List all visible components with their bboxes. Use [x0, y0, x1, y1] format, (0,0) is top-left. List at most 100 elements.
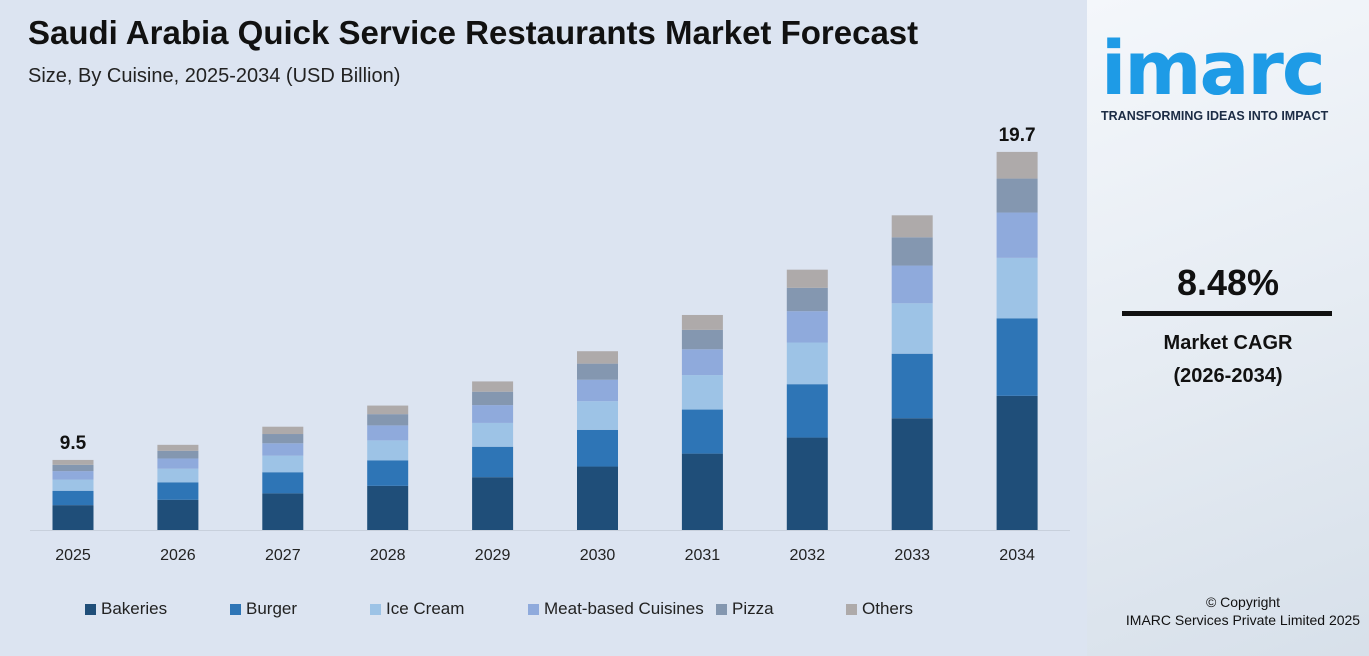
bar-segment-meat-based-cuisines-2028 — [367, 425, 409, 441]
bar-segment-burger-2027 — [262, 472, 304, 494]
bar-segment-ice-cream-2034 — [996, 257, 1038, 319]
legend-label: Meat-based Cuisines — [544, 599, 704, 618]
x-tick-label: 2030 — [580, 547, 616, 564]
bar-segment-others-2027 — [262, 426, 304, 435]
bar-segment-meat-based-cuisines-2033 — [891, 265, 933, 304]
legend-label: Pizza — [732, 599, 774, 618]
bar-segment-pizza-2027 — [262, 434, 304, 444]
bar-segment-ice-cream-2032 — [786, 342, 828, 385]
x-tick-label: 2028 — [370, 547, 406, 564]
bar-segment-burger-2026 — [157, 482, 199, 500]
legend-swatch — [370, 603, 381, 615]
bar-segment-ice-cream-2027 — [262, 455, 304, 473]
legend-item: Meat-based Cuisines — [528, 599, 716, 619]
tagline: TRANSFORMING IDEAS INTO IMPACT — [1101, 109, 1329, 123]
bar-segment-burger-2029 — [472, 446, 514, 478]
bar-segment-pizza-2031 — [681, 329, 723, 350]
legend-item: Others — [846, 599, 913, 619]
x-tick-label: 2034 — [999, 547, 1035, 564]
imarc-logo: imarc — [1101, 26, 1326, 112]
chart-subtitle: Size, By Cuisine, 2025-2034 (USD Billion… — [28, 65, 401, 87]
bar-segment-pizza-2025 — [52, 464, 94, 472]
legend-label: Burger — [246, 599, 298, 618]
chart-area: Saudi Arabia Quick Service Restaurants M… — [28, 14, 1070, 619]
bar-segment-bakeries-2028 — [367, 485, 409, 530]
bar-segment-others-2030 — [577, 351, 618, 364]
legend-label: Ice Cream — [386, 599, 465, 618]
bar-segment-bakeries-2026 — [157, 499, 199, 530]
legend: Bakeries Burger Ice Cream Meat-based Cuisin… — [85, 599, 913, 619]
bar-segment-burger-2031 — [681, 409, 723, 454]
data-label: 19.7 — [999, 125, 1036, 146]
bar-segment-ice-cream-2025 — [52, 479, 94, 491]
bar-segment-ice-cream-2029 — [472, 422, 514, 447]
chart-title: Saudi Arabia Quick Service Restaurants M… — [28, 14, 919, 51]
bar-segment-burger-2034 — [996, 318, 1038, 396]
legend-swatch — [716, 603, 727, 615]
bar-segment-others-2025 — [52, 459, 94, 465]
bar-segment-pizza-2030 — [577, 363, 618, 380]
x-tick-label: 2027 — [265, 547, 301, 564]
bar-segment-pizza-2026 — [157, 450, 199, 459]
x-tick-label: 2033 — [894, 547, 930, 564]
bar-segment-bakeries-2029 — [472, 477, 514, 530]
legend-swatch — [528, 603, 539, 615]
bar-segment-ice-cream-2026 — [157, 468, 199, 483]
bar-segment-meat-based-cuisines-2027 — [262, 443, 304, 456]
legend-swatch — [85, 603, 96, 615]
bar-segment-meat-based-cuisines-2030 — [577, 379, 618, 402]
copyright: © Copyright — [1205, 594, 1281, 610]
x-tick-label: 2031 — [685, 547, 721, 564]
bar-segment-others-2029 — [472, 381, 514, 392]
x-tick-label: 2025 — [55, 547, 91, 564]
bar-segment-bakeries-2031 — [681, 453, 723, 530]
legend-label: Bakeries — [101, 599, 168, 618]
legend-swatch — [230, 603, 241, 615]
bar-segment-burger-2028 — [367, 460, 409, 486]
bar-segment-bakeries-2033 — [891, 418, 933, 530]
bar-segment-meat-based-cuisines-2029 — [472, 405, 514, 423]
cagr-period: (2026-2034) — [1173, 365, 1283, 387]
bar-segment-others-2028 — [367, 405, 409, 415]
bar-segment-bakeries-2030 — [577, 466, 618, 530]
bar-segment-ice-cream-2028 — [367, 440, 409, 461]
bar-segment-burger-2030 — [577, 429, 618, 467]
bar-segment-burger-2033 — [891, 353, 933, 419]
bar-segment-pizza-2033 — [891, 237, 933, 266]
bar-segment-burger-2025 — [52, 490, 94, 506]
x-tick-label: 2032 — [790, 547, 826, 564]
legend-swatch — [846, 603, 857, 615]
bar-segment-pizza-2034 — [996, 178, 1038, 213]
legend-item: Burger — [230, 599, 370, 619]
bar-segment-ice-cream-2033 — [891, 303, 933, 354]
x-tick-label: 2029 — [475, 547, 511, 564]
bar-segment-others-2034 — [996, 151, 1038, 179]
bar-segment-ice-cream-2031 — [681, 375, 723, 410]
bar-segment-others-2033 — [891, 215, 933, 238]
x-tick-label: 2026 — [160, 547, 196, 564]
side-panel: imarc TRANSFORMING IDEAS INTO IMPACT 8.4… — [1087, 0, 1369, 656]
bar-segment-bakeries-2032 — [786, 437, 828, 530]
cagr-value: 8.48% — [1176, 262, 1280, 303]
company: IMARC Services Private Limited 2025 — [1125, 612, 1361, 628]
bar-segment-pizza-2032 — [786, 287, 828, 312]
bar-segment-meat-based-cuisines-2025 — [52, 471, 94, 480]
bar-segment-ice-cream-2030 — [577, 401, 618, 430]
bar-segment-bakeries-2034 — [996, 395, 1038, 530]
bar-segment-bakeries-2027 — [262, 493, 304, 530]
legend-item: Pizza — [716, 599, 846, 619]
bar-segment-meat-based-cuisines-2034 — [996, 212, 1038, 258]
bar-segment-others-2032 — [786, 269, 828, 288]
bar-segment-pizza-2029 — [472, 391, 514, 406]
legend-item: Bakeries — [85, 599, 230, 619]
bar-segment-pizza-2028 — [367, 414, 409, 426]
bar-segment-bakeries-2025 — [52, 505, 94, 530]
bar-segment-others-2031 — [681, 314, 723, 330]
legend-item: Ice Cream — [370, 599, 528, 619]
bar-chart: 2025 9.5 2026 2027 2028 2029 2030 2031 2032 2033 2… — [30, 125, 1070, 564]
divider — [1122, 311, 1332, 316]
legend-label: Others — [862, 599, 914, 618]
cagr-label: Market CAGR — [1163, 332, 1293, 354]
bar-segment-others-2026 — [157, 444, 199, 451]
data-label: 9.5 — [60, 433, 87, 454]
